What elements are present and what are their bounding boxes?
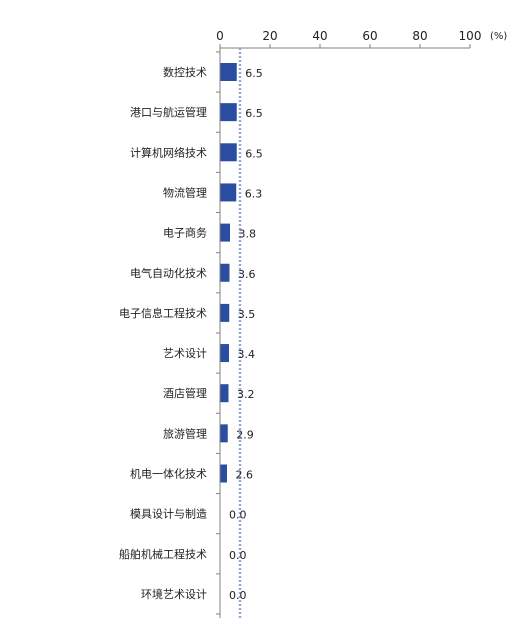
category-label: 计算机网络技术 xyxy=(130,145,207,159)
bar xyxy=(220,303,230,322)
category-label: 港口与航运管理 xyxy=(130,105,207,119)
category-label: 船舶机械工程技术 xyxy=(119,547,207,561)
bar xyxy=(220,263,230,282)
category-label: 艺术设计 xyxy=(163,347,207,360)
value-label: 3.4 xyxy=(238,348,256,361)
value-label: 6.3 xyxy=(245,187,263,200)
category-label: 电气自动化技术 xyxy=(130,266,207,280)
bar xyxy=(220,223,230,242)
value-label: 6.5 xyxy=(245,107,263,120)
labels-layer: 数控技术 6.5 港口与航运管理 6.5 计算机网络技术 6.5 物流管理 6.3 电子商务 3.… xyxy=(119,65,263,602)
bar xyxy=(220,464,227,483)
category-label: 模具设计与制造 xyxy=(130,507,207,521)
bar xyxy=(220,103,237,122)
x-tick-label: 60 xyxy=(362,29,377,43)
category-label: 电子商务 xyxy=(163,226,207,240)
value-label: 2.6 xyxy=(236,469,254,482)
bar xyxy=(220,424,228,443)
x-tick-label: 40 xyxy=(312,29,327,43)
value-label: 2.9 xyxy=(236,428,254,441)
category-label: 数控技术 xyxy=(163,65,207,79)
value-label: 3.5 xyxy=(238,308,256,321)
value-label: 0.0 xyxy=(229,509,247,522)
value-label: 0.0 xyxy=(229,549,247,562)
category-label: 机电一体化技术 xyxy=(130,467,207,481)
x-tick-label: 80 xyxy=(412,29,427,43)
value-label: 6.5 xyxy=(245,67,263,80)
bar xyxy=(220,63,237,81)
value-label: 3.2 xyxy=(237,388,255,401)
category-label: 旅游管理 xyxy=(163,426,207,440)
x-tick-label: 100 xyxy=(459,29,482,43)
category-label: 物流管理 xyxy=(163,185,207,199)
value-label: 3.8 xyxy=(239,228,257,241)
value-label: 6.5 xyxy=(245,147,263,160)
axis-unit-label: (%) xyxy=(490,31,507,42)
bar xyxy=(220,384,229,403)
x-tick-label: 0 xyxy=(216,29,224,43)
category-label: 环境艺术设计 xyxy=(141,587,207,601)
bar xyxy=(220,143,237,162)
bar xyxy=(220,183,237,202)
bars-layer xyxy=(220,63,237,483)
value-label: 0.0 xyxy=(229,589,247,602)
bar xyxy=(220,344,229,363)
category-label: 电子信息工程技术 xyxy=(119,306,207,320)
axis-layer: 0 20 40 60 80 100 xyxy=(216,29,481,618)
value-label: 3.6 xyxy=(238,268,256,281)
x-tick-label: 20 xyxy=(262,29,277,43)
category-label: 酒店管理 xyxy=(163,386,207,400)
